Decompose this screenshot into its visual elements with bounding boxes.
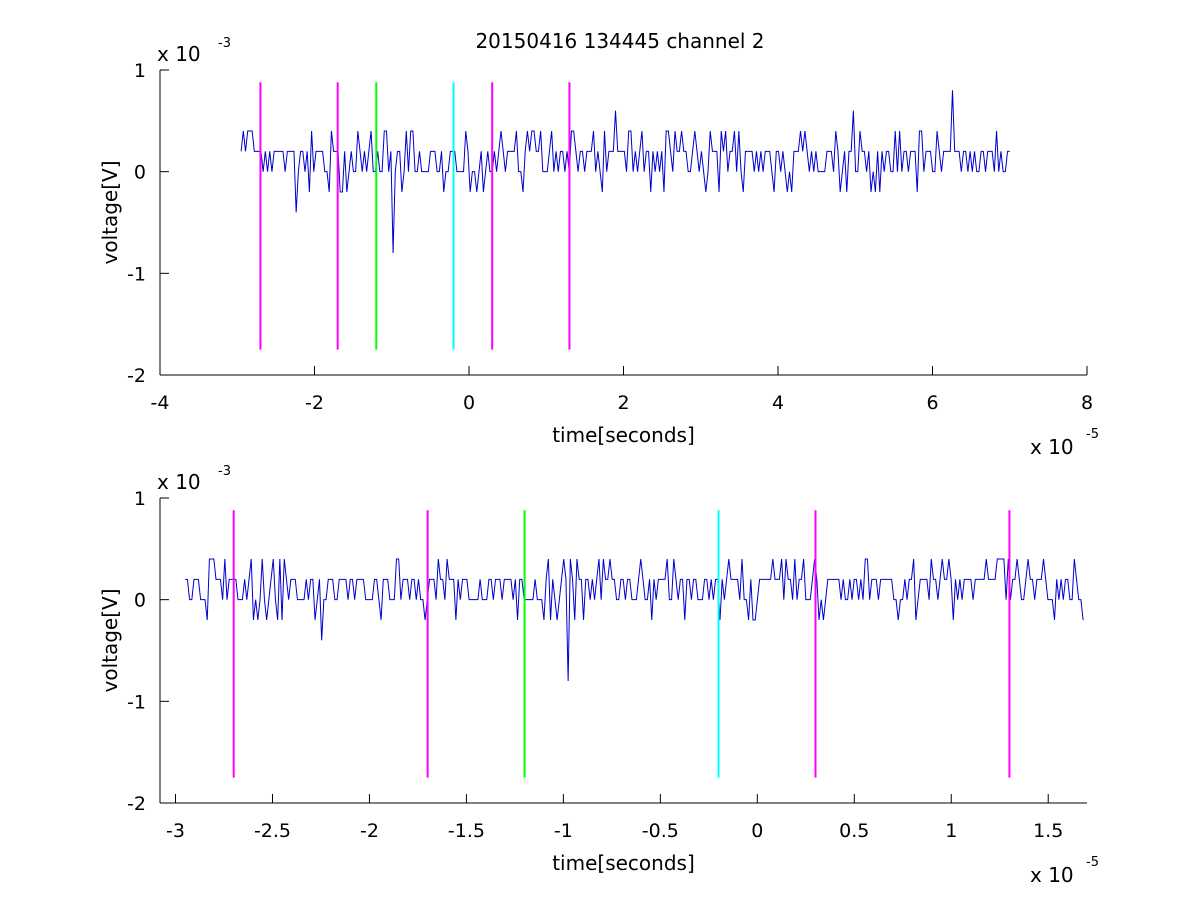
x-tick-label: 6 [926, 392, 938, 414]
bottom-axes: -3 -2.5 -2 -1.5 -1 -0.5 0 0.5 1 1.5 -2 -1 0 1 time[sec… [98, 464, 1099, 887]
x-tick-label: -4 [151, 392, 170, 414]
y-axis-label: voltage[V] [98, 160, 122, 264]
signal-trace [185, 558, 1084, 682]
y-tick-label: 0 [134, 590, 146, 612]
y-tick-label: -2 [127, 365, 146, 387]
top-axes: -4 -2 0 2 4 6 8-2-101time[seconds]voltage[V]x … [98, 36, 1099, 459]
y-scale-exponent: -3 [218, 36, 231, 51]
x-scale-label: x 10 [1030, 863, 1074, 887]
x-tick-label: -1.5 [448, 820, 485, 842]
x-tick-label: 2 [617, 392, 629, 414]
x-tick-label: 1 [945, 820, 957, 842]
x-tick-label: -2.5 [254, 820, 291, 842]
chart-title: 20150416 134445 channel 2 [475, 29, 764, 53]
x-tick-label: -1 [554, 820, 573, 842]
x-tick-label: 4 [772, 392, 784, 414]
x-tick-label: 8 [1081, 392, 1093, 414]
x-axis-label: time[seconds] [552, 851, 695, 875]
x-scale-label: x 10 [1030, 435, 1074, 459]
y-axis-label: voltage[V] [98, 588, 122, 692]
signal-trace [240, 90, 1010, 254]
x-tick-label: 0 [463, 392, 475, 414]
y-tick-label: 1 [134, 488, 146, 510]
x-tick-label: 0 [751, 820, 763, 842]
y-tick-label: 0 [134, 162, 146, 184]
y-tick-label: -2 [127, 793, 146, 815]
x-tick-label: -2 [360, 820, 379, 842]
y-tick-label: -1 [127, 263, 146, 285]
x-tick-label: -2 [305, 392, 324, 414]
x-axis-label: time[seconds] [552, 423, 695, 447]
y-scale-label: x 10 [157, 42, 201, 66]
x-tick-label: -3 [166, 820, 185, 842]
x-tick-label: 0.5 [839, 820, 869, 842]
x-scale-exponent: -5 [1086, 855, 1099, 870]
y-scale-label: x 10 [157, 470, 201, 494]
x-scale-exponent: -5 [1086, 427, 1099, 442]
y-scale-exponent: -3 [218, 464, 231, 479]
y-tick-label: -1 [127, 691, 146, 713]
y-tick-label: 1 [134, 60, 146, 82]
x-tick-label: -0.5 [642, 820, 679, 842]
x-tick-label: 1.5 [1033, 820, 1063, 842]
